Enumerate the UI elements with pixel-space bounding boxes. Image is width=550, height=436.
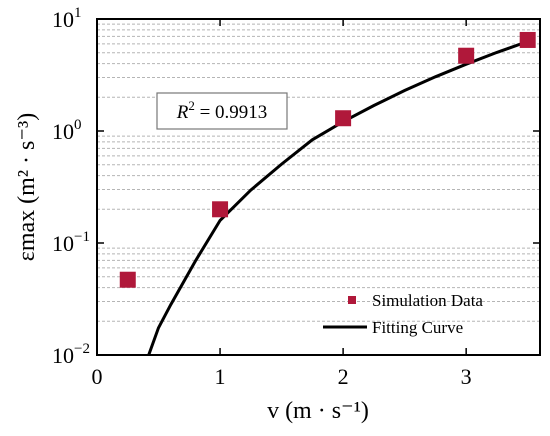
axis-ticks <box>96 18 540 356</box>
x-tick-label: 2 <box>338 364 349 389</box>
y-axis-label: εmax (m² · s⁻³) <box>14 113 40 261</box>
y-tick-label-base: 10 <box>52 343 74 368</box>
y-tick-label: 100 <box>52 117 82 144</box>
legend-marker-simulation <box>348 296 356 304</box>
y-tick-label: 10−1 <box>52 229 90 256</box>
x-tick-labels: 0 1 2 3 <box>92 364 472 389</box>
grid-lines <box>97 23 540 322</box>
y-tick-label: 10−2 <box>52 341 90 368</box>
y-tick-label-base: 10 <box>52 7 74 32</box>
x-tick-label: 0 <box>92 364 103 389</box>
y-tick-label-exponent: 1 <box>74 5 82 21</box>
y-tick-label-exponent: 0 <box>74 117 82 133</box>
annotation-lhs: R <box>176 102 189 123</box>
r-squared-annotation: R2 = 0.9913 <box>156 92 288 130</box>
y-tick-label-exponent: −2 <box>74 341 90 357</box>
legend-label-fit: Fitting Curve <box>372 318 463 337</box>
simulation-data-point <box>519 31 536 48</box>
legend: Simulation Data Fitting Curve <box>323 291 483 337</box>
x-axis-label: v (m · s⁻¹) <box>267 398 369 424</box>
x-tick-label: 3 <box>461 364 472 389</box>
x-tick-label: 1 <box>215 364 226 389</box>
simulation-points <box>119 31 536 288</box>
plot-area <box>119 31 536 356</box>
annotation-rhs: = 0.9913 <box>195 102 267 123</box>
annotation-box <box>156 92 288 130</box>
y-tick-label-base: 10 <box>52 231 74 256</box>
simulation-data-point <box>335 110 352 127</box>
annotation-exp: 2 <box>188 98 195 113</box>
legend-label-simulation: Simulation Data <box>372 291 483 310</box>
fitting-curve-line <box>147 40 529 356</box>
simulation-data-point <box>458 47 475 64</box>
simulation-data-point <box>212 201 229 218</box>
y-tick-label-exponent: −1 <box>74 229 90 245</box>
y-tick-label: 101 <box>52 5 82 32</box>
y-tick-label-base: 10 <box>52 119 74 144</box>
plot-frame <box>96 18 541 356</box>
simulation-data-point <box>119 271 136 288</box>
annotation-text: R2 = 0.9913 <box>176 98 268 123</box>
